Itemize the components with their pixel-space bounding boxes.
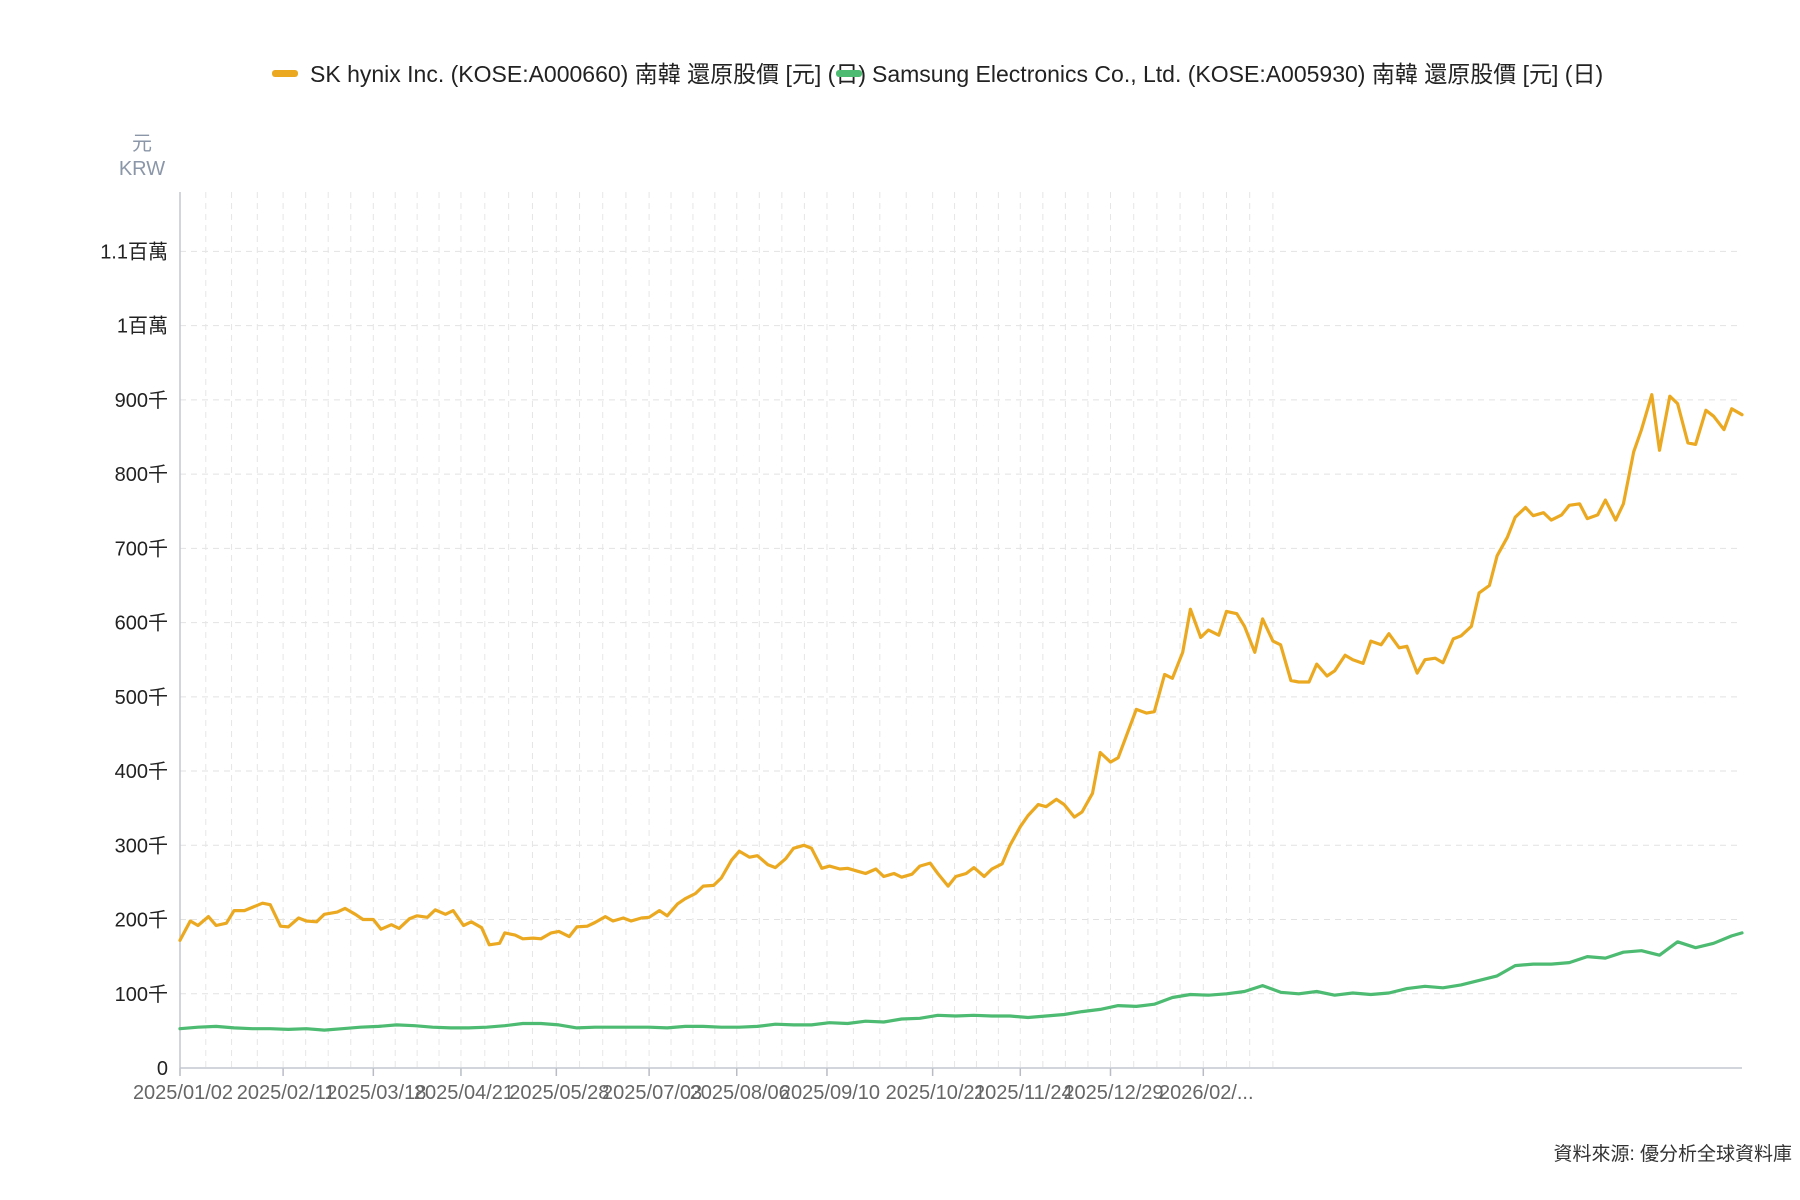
x-tick-label: 2025/12/29 [1063, 1082, 1163, 1104]
legend: SK hynix Inc. (KOSE:A000660) 南韓 還原股價 [元]… [272, 61, 1603, 87]
x-tick-label: 2025/05/28 [509, 1082, 609, 1104]
y-unit-label-line2: KRW [119, 158, 165, 180]
y-tick-label: 0 [157, 1058, 168, 1080]
x-tick-label: 2025/09/10 [780, 1082, 880, 1104]
legend-swatch-sk-hynix [272, 70, 298, 77]
x-tick-label: 2025/01/02 [133, 1082, 233, 1104]
x-tick-label: 2025/02/11 [237, 1082, 336, 1104]
y-tick-label: 400千 [115, 760, 168, 783]
x-tick-label: 2025/04/21 [414, 1082, 514, 1104]
series-line-sk-hynix[interactable] [178, 393, 1744, 947]
legend-label-sk-hynix[interactable]: SK hynix Inc. (KOSE:A000660) 南韓 還原股價 [元]… [310, 61, 866, 87]
y-tick-label: 100千 [115, 983, 168, 1006]
source-note: 資料來源: 優分析全球資料庫 [1553, 1143, 1792, 1165]
x-tick-labels: 2025/01/02 2025/02/112025/03/182025/04/21… [133, 1082, 1254, 1104]
y-tick-label: 700千 [115, 537, 168, 560]
y-tick-label: 1百萬 [117, 315, 168, 338]
x-tick-label: 2025/08/06 [690, 1082, 790, 1104]
y-tick-label: 900千 [115, 389, 168, 412]
y-tick-label: 600千 [115, 612, 168, 635]
legend-label-samsung[interactable]: Samsung Electronics Co., Ltd. (KOSE:A005… [872, 61, 1603, 87]
x-tick-label: 2026/02/... [1159, 1082, 1254, 1104]
x-tick-label: 2025/07/03 [602, 1082, 702, 1104]
x-tick-label: 2025/11/24 [974, 1082, 1073, 1104]
y-tick-label: 800千 [115, 463, 168, 486]
y-tick-label: 1.1百萬 [100, 240, 168, 263]
series-lines [178, 393, 1744, 1032]
grid [179, 192, 1742, 1068]
y-tick-labels: 0 100千 200千 300千 400千 500千 600千 700千 800千 900千 1百萬… [100, 240, 168, 1080]
y-tick-label: 200千 [115, 909, 168, 932]
x-tick-label: 2025/10/21 [886, 1082, 986, 1104]
y-unit-label-line1: 元 [132, 133, 152, 155]
y-tick-label: 500千 [115, 686, 168, 709]
series-line-samsung[interactable] [178, 931, 1744, 1032]
legend-swatch-samsung [836, 70, 862, 77]
axes [179, 192, 1742, 1076]
y-tick-label: 300千 [115, 834, 168, 857]
x-tick-label: 2025/03/18 [326, 1082, 426, 1104]
